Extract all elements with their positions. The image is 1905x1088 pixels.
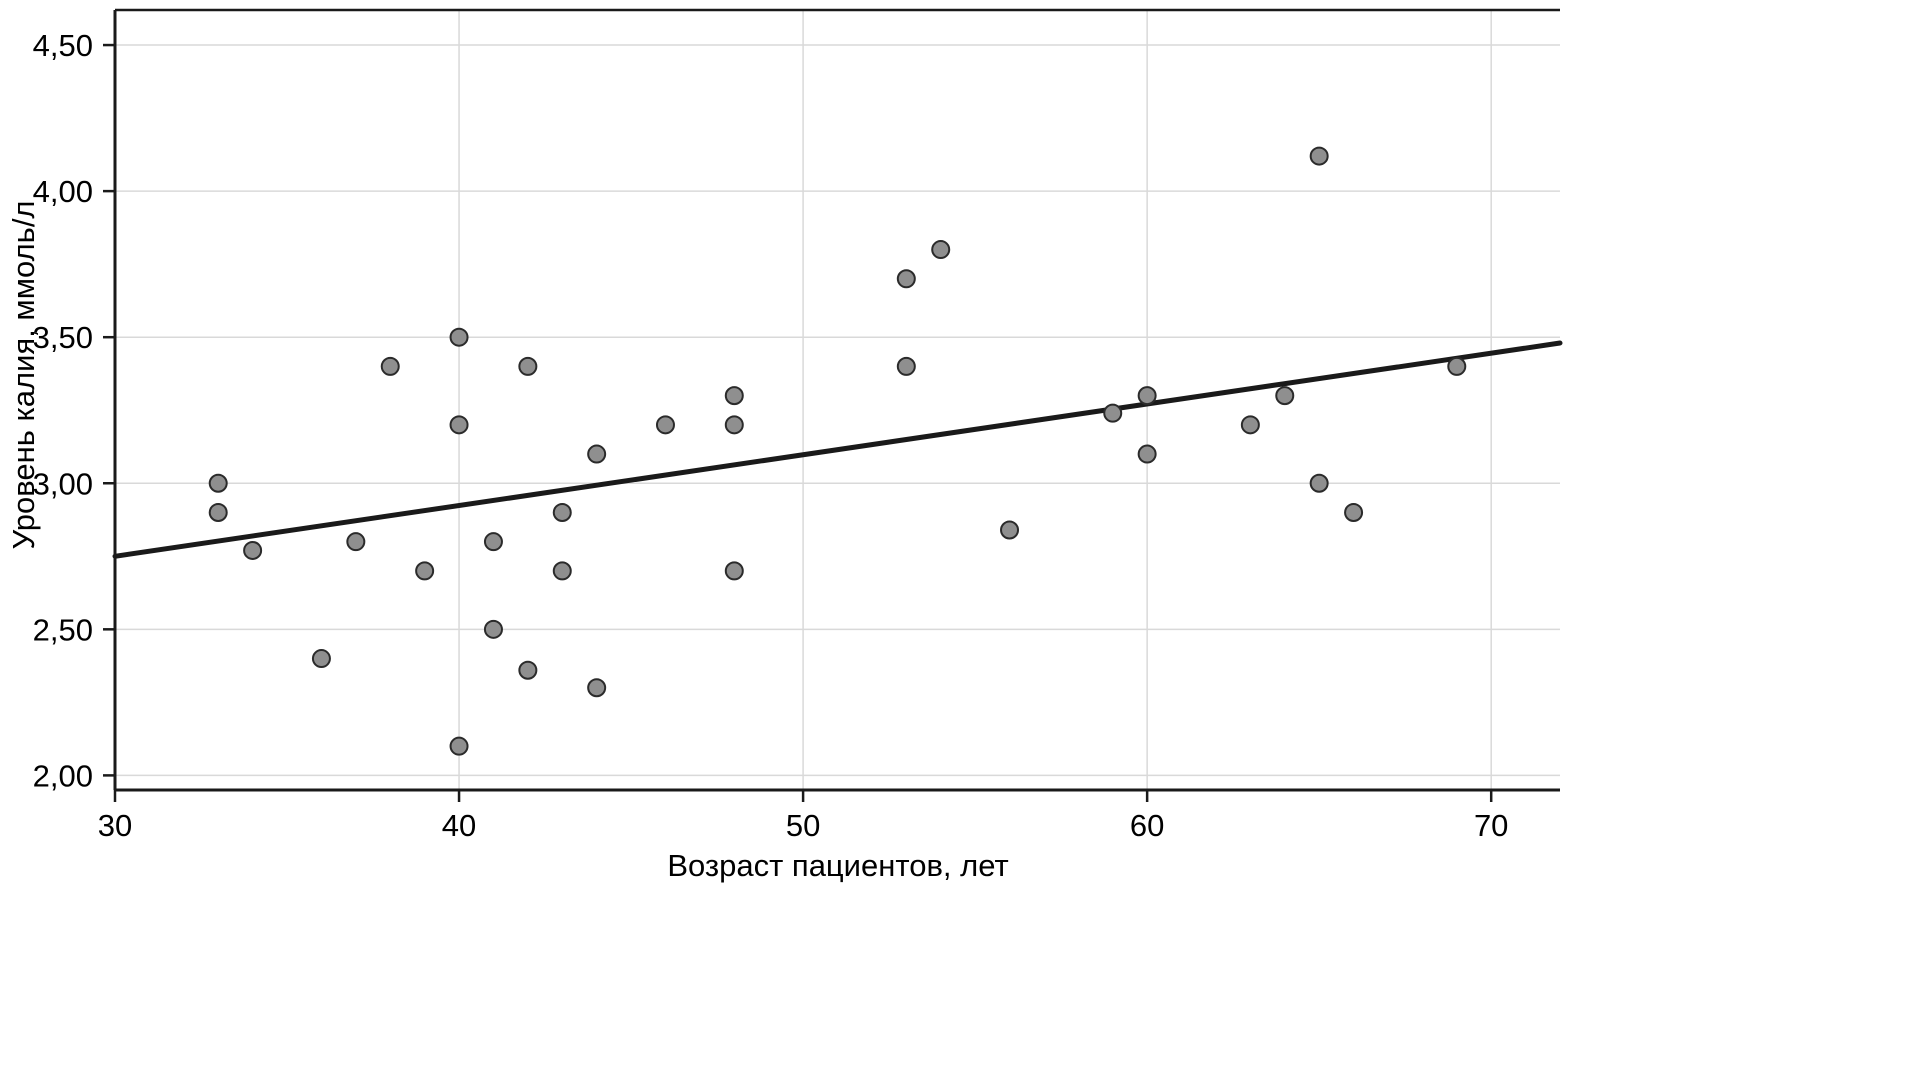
data-point (587, 444, 607, 464)
data-point (552, 502, 572, 522)
data-point (1137, 386, 1157, 406)
data-point (380, 356, 400, 376)
data-point (655, 415, 675, 435)
grid-lines (115, 10, 1560, 790)
data-point (483, 619, 503, 639)
data-point (1103, 403, 1123, 423)
data-point (1344, 502, 1364, 522)
data-point (518, 356, 538, 376)
data-point (208, 502, 228, 522)
data-point (346, 532, 366, 552)
tick-labels: 30 40 50 60 70 2,00 2,50 3,00 3,50 4,00 4,50 (33, 28, 1509, 843)
data-point (1137, 444, 1157, 464)
data-point (896, 356, 916, 376)
data-point (931, 240, 951, 260)
data-point (1000, 520, 1020, 540)
data-point (208, 473, 228, 493)
x-tick-label: 30 (98, 808, 132, 843)
y-tick-label: 2,00 (33, 758, 93, 793)
data-point (483, 532, 503, 552)
y-tick-label: 3,50 (33, 320, 93, 355)
data-point (1447, 356, 1467, 376)
y-tick-label: 2,50 (33, 612, 93, 647)
regression-line (112, 340, 1563, 559)
data-point (449, 327, 469, 347)
data-point (449, 415, 469, 435)
x-tick-label: 50 (786, 808, 820, 843)
data-point (724, 415, 744, 435)
trend-line-layer (112, 340, 1563, 559)
x-tick-label: 60 (1130, 808, 1164, 843)
axes (103, 8, 1560, 802)
y-tick-label: 4,50 (33, 28, 93, 63)
y-tick-label: 4,00 (33, 174, 93, 209)
y-tick-label: 3,00 (33, 466, 93, 501)
data-point (1309, 473, 1329, 493)
data-point (243, 540, 263, 560)
data-point (896, 269, 916, 289)
x-tick-label: 40 (442, 808, 476, 843)
data-point (1309, 146, 1329, 166)
data-point (587, 678, 607, 698)
data-point (1240, 415, 1260, 435)
data-point (449, 736, 469, 756)
data-point (724, 386, 744, 406)
data-point (552, 561, 572, 581)
data-point (518, 660, 538, 680)
data-point (724, 561, 744, 581)
x-tick-label: 70 (1474, 808, 1508, 843)
data-points-layer (208, 146, 1467, 756)
y-axis-title: Уровень калия, ммоль/л (6, 200, 41, 549)
data-point (1275, 386, 1295, 406)
data-point (415, 561, 435, 581)
data-point (311, 649, 331, 669)
x-axis-title: Возраст пациентов, лет (667, 848, 1008, 883)
